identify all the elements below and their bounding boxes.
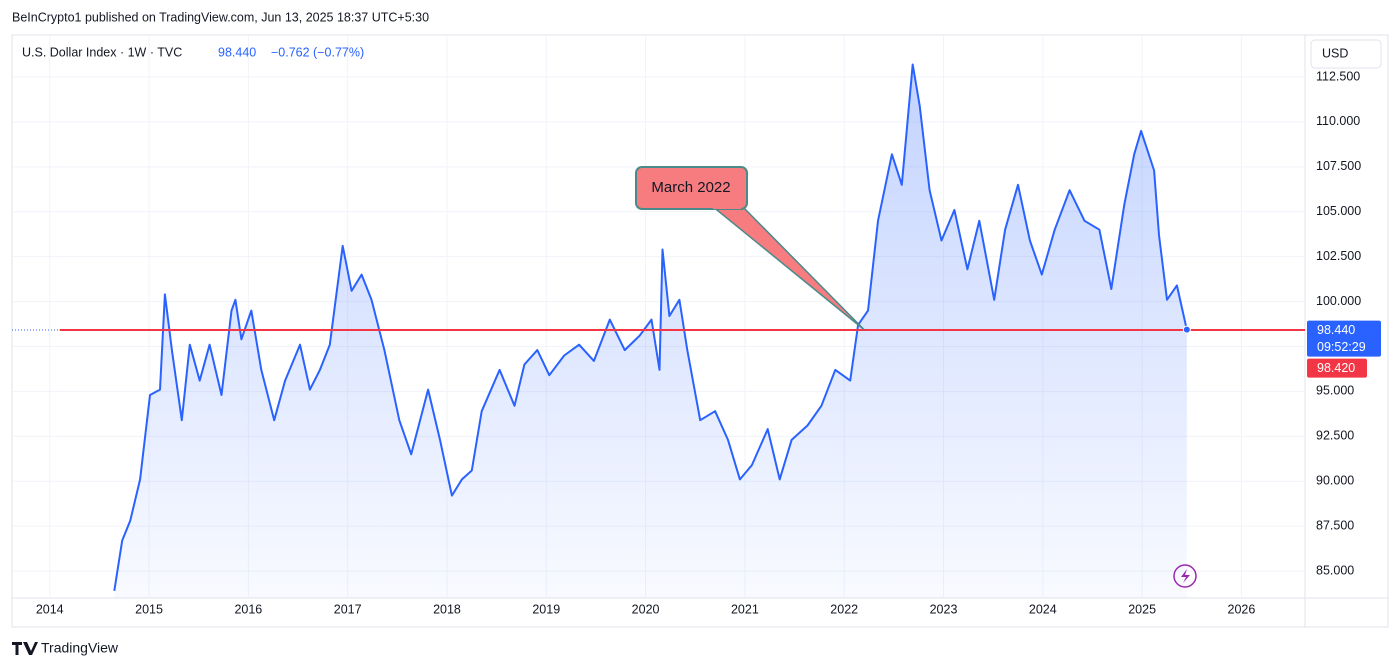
y-tick-label: 90.000 <box>1316 474 1354 488</box>
y-tick-label: 112.500 <box>1316 69 1360 83</box>
y-tick-label: 92.500 <box>1316 429 1354 443</box>
price-line <box>113 63 1188 591</box>
callout-pointer <box>709 205 865 331</box>
brand-logo <box>12 642 38 655</box>
y-tick-label: 100.000 <box>1316 294 1361 308</box>
currency-button[interactable] <box>1310 39 1382 69</box>
x-tick-label: 2021 <box>731 602 759 616</box>
y-tick-label: 102.500 <box>1316 249 1361 263</box>
x-tick-label: 2015 <box>135 602 163 616</box>
published-note: BeInCrypto1 published on TradingView.com… <box>12 10 429 24</box>
brand: TradingView <box>41 640 119 656</box>
y-tick-label: 110.000 <box>1316 114 1360 128</box>
y-tick-label: 107.500 <box>1316 159 1361 173</box>
x-tick-label: 2024 <box>1029 602 1057 616</box>
area-fill <box>114 64 1187 598</box>
y-tick-label: 87.500 <box>1316 518 1354 532</box>
x-tick-label: 2022 <box>830 602 858 616</box>
callout-box <box>635 166 748 210</box>
last-point <box>1182 325 1191 334</box>
chart-frame <box>11 34 1389 628</box>
x-tick-label: 2023 <box>930 602 958 616</box>
currency[interactable]: USD <box>1322 46 1348 60</box>
y-tick-label: 95.000 <box>1316 384 1354 398</box>
x-tick-label: 2019 <box>532 602 560 616</box>
last-price-tag <box>1307 320 1381 357</box>
last-price-label: 98.440 <box>1317 323 1355 337</box>
change: −0.762 (−0.77%) <box>271 45 364 59</box>
x-tick-label: 2017 <box>334 602 362 616</box>
x-tick-label: 2018 <box>433 602 461 616</box>
y-tick-label: 85.000 <box>1316 563 1354 577</box>
y-tick-label: 105.000 <box>1316 204 1361 218</box>
x-tick-label: 2020 <box>632 602 660 616</box>
x-tick-label: 2016 <box>234 602 262 616</box>
price: 98.440 <box>218 45 256 59</box>
countdown: 09:52:29 <box>1317 340 1366 354</box>
x-tick-label: 2025 <box>1128 602 1156 616</box>
price-line-tag <box>1307 358 1367 378</box>
alert-icon-bolt <box>1181 569 1190 583</box>
x-tick-label: 2026 <box>1228 602 1256 616</box>
x-tick-label: 2014 <box>36 602 64 616</box>
callout-text: March 2022 <box>651 179 730 196</box>
callout-seam <box>713 204 741 209</box>
plot <box>113 63 1188 598</box>
alert-icon[interactable] <box>1173 564 1197 588</box>
price-line-label: 98.420 <box>1317 361 1355 375</box>
symbol: U.S. Dollar Index · 1W · TVC <box>22 45 182 59</box>
